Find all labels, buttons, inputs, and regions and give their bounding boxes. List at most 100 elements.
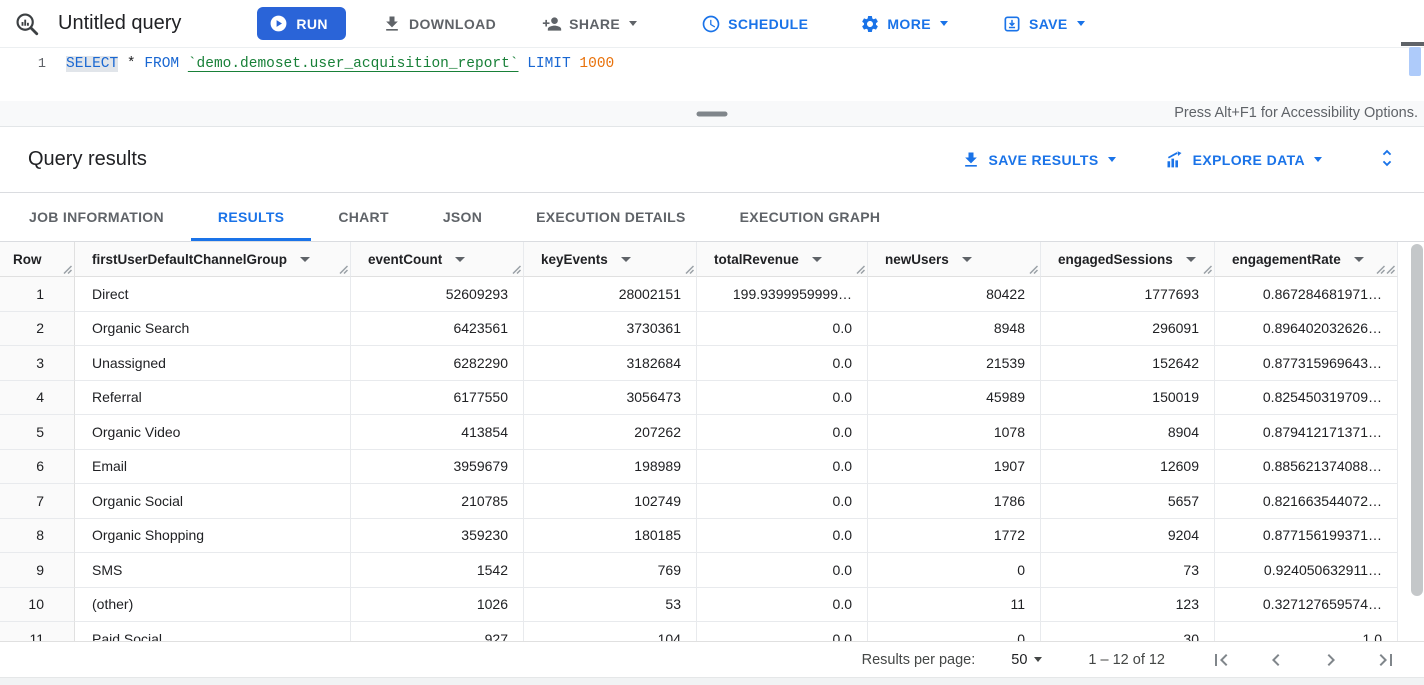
row-number-cell: 10 xyxy=(0,587,75,622)
tab-execution-details[interactable]: EXECUTION DETAILS xyxy=(536,209,686,225)
line-number: 1 xyxy=(37,57,46,72)
column-menu-caret-icon[interactable] xyxy=(1353,256,1364,262)
previous-page-button[interactable] xyxy=(1264,648,1288,672)
query-title[interactable]: Untitled query xyxy=(58,12,182,34)
editor-scrollbar-thumb[interactable] xyxy=(1409,47,1421,76)
cell-totalRevenue: 0.0 xyxy=(697,311,868,346)
sql-token: * xyxy=(126,56,136,72)
cell-eventCount: 210785 xyxy=(351,484,524,519)
cell-engagementRate: 0.821663544072… xyxy=(1215,484,1398,519)
accessibility-hint: Press Alt+F1 for Accessibility Options. xyxy=(1174,105,1418,121)
column-resize-handle-icon[interactable] xyxy=(1376,265,1385,274)
cell-totalRevenue: 0.0 xyxy=(697,587,868,622)
column-resize-handle-icon[interactable] xyxy=(1029,265,1038,274)
column-resize-handle-icon[interactable] xyxy=(685,265,694,274)
drag-handle-icon[interactable] xyxy=(696,111,728,116)
cell-totalRevenue: 0.0 xyxy=(697,484,868,519)
row-number-cell: 5 xyxy=(0,415,75,450)
page-range-label: 1 – 12 of 12 xyxy=(1088,651,1165,668)
cell-firstUserDefaultChannelGroup: (other) xyxy=(75,587,351,622)
sql-code-line[interactable]: SELECT * FROM `demo.demoset.user_acquisi… xyxy=(66,56,614,72)
person-add-icon xyxy=(542,16,562,31)
run-button[interactable]: RUN xyxy=(257,7,346,40)
sql-token xyxy=(519,56,528,72)
grid-header-row: Row firstUserDefaultChannelGroup eventCoun… xyxy=(0,242,1398,277)
column-menu-caret-icon[interactable] xyxy=(455,256,466,262)
column-header-eventCount[interactable]: eventCount xyxy=(351,242,524,277)
table-row: 4 Referral 6177550 3056473 0.0 45989 150019 0.8… xyxy=(0,380,1398,415)
column-resize-handle-icon[interactable] xyxy=(339,265,348,274)
cell-keyEvents: 207262 xyxy=(524,415,697,450)
table-row: 8 Organic Shopping 359230 180185 0.0 1772 9204… xyxy=(0,518,1398,553)
cell-engagedSessions: 8904 xyxy=(1041,415,1215,450)
column-header-row[interactable]: Row xyxy=(0,242,75,277)
column-header-firstUserDefaultChannelGroup[interactable]: firstUserDefaultChannelGroup xyxy=(75,242,351,277)
schedule-button[interactable]: SCHEDULE xyxy=(697,6,812,42)
cell-keyEvents: 180185 xyxy=(524,518,697,553)
cell-engagementRate: 0.896402032626… xyxy=(1215,311,1398,346)
column-resize-handle-icon[interactable] xyxy=(1386,265,1395,274)
editor-scrollbar[interactable] xyxy=(1401,42,1424,95)
table-row: 3 Unassigned 6282290 3182684 0.0 21539 152642 0… xyxy=(0,346,1398,381)
column-menu-caret-icon[interactable] xyxy=(961,256,972,262)
grid-scrollbar[interactable] xyxy=(1411,244,1423,638)
tab-job-information[interactable]: JOB INFORMATION xyxy=(29,209,164,225)
download-button[interactable]: DOWNLOAD xyxy=(378,6,500,42)
column-header-keyEvents[interactable]: keyEvents xyxy=(524,242,697,277)
chevron-right-icon xyxy=(1327,653,1335,666)
column-menu-caret-icon[interactable] xyxy=(300,256,311,262)
column-menu-caret-icon[interactable] xyxy=(620,256,631,262)
next-page-button[interactable] xyxy=(1319,648,1343,672)
column-menu-caret-icon[interactable] xyxy=(1185,256,1196,262)
cell-engagementRate: 0.867284681971… xyxy=(1215,277,1398,312)
column-header-newUsers[interactable]: newUsers xyxy=(868,242,1041,277)
tab-execution-graph[interactable]: EXECUTION GRAPH xyxy=(739,209,881,225)
sql-editor[interactable]: 1 SELECT * FROM `demo.demoset.user_acqui… xyxy=(0,42,1424,101)
cell-eventCount: 927 xyxy=(351,622,524,641)
cell-newUsers: 1772 xyxy=(868,518,1041,553)
explore-data-button[interactable]: EXPLORE DATA xyxy=(1164,149,1322,170)
table-row: 9 SMS 1542 769 0.0 0 73 0.924050632911… xyxy=(0,553,1398,588)
bottom-strip xyxy=(0,677,1424,685)
cell-engagedSessions: 30 xyxy=(1041,622,1215,641)
cell-firstUserDefaultChannelGroup: Referral xyxy=(75,380,351,415)
results-per-page-label: Results per page: xyxy=(861,651,976,668)
column-resize-handle-icon[interactable] xyxy=(856,265,865,274)
column-menu-caret-icon[interactable] xyxy=(811,256,822,262)
gear-icon xyxy=(862,15,879,32)
save-results-button[interactable]: SAVE RESULTS xyxy=(961,150,1116,170)
column-resize-handle-icon[interactable] xyxy=(63,265,72,274)
caret-down-icon xyxy=(629,21,638,26)
cell-newUsers: 11 xyxy=(868,587,1041,622)
cell-newUsers: 1786 xyxy=(868,484,1041,519)
sql-token: 1000 xyxy=(579,56,615,72)
column-header-totalRevenue[interactable]: totalRevenue xyxy=(697,242,868,277)
cell-eventCount: 6423561 xyxy=(351,311,524,346)
column-header-engagedSessions[interactable]: engagedSessions xyxy=(1041,242,1215,277)
cell-keyEvents: 102749 xyxy=(524,484,697,519)
cell-totalRevenue: 0.0 xyxy=(697,415,868,450)
last-page-button[interactable] xyxy=(1374,648,1398,672)
grid-scrollbar-thumb[interactable] xyxy=(1411,244,1423,596)
more-button[interactable]: MORE xyxy=(856,6,952,42)
cell-engagedSessions: 150019 xyxy=(1041,380,1215,415)
tab-json[interactable]: JSON xyxy=(442,209,483,225)
share-button[interactable]: SHARE xyxy=(538,6,641,42)
cell-engagementRate: 1.0 xyxy=(1215,622,1398,641)
tab-chart[interactable]: CHART xyxy=(338,209,389,225)
page-size-select[interactable]: 50 xyxy=(1011,652,1043,668)
cell-newUsers: 21539 xyxy=(868,346,1041,381)
column-resize-handle-icon[interactable] xyxy=(1203,265,1212,274)
tab-results[interactable]: RESULTS xyxy=(190,193,312,241)
cell-newUsers: 1078 xyxy=(868,415,1041,450)
row-number-cell: 4 xyxy=(0,380,75,415)
column-resize-handle-icon[interactable] xyxy=(512,265,521,274)
column-header-engagementRate[interactable]: engagementRate xyxy=(1215,242,1398,277)
pagination-bar: Results per page: 50 1 – 12 of 12 xyxy=(0,641,1424,677)
expand-results-button[interactable] xyxy=(1374,145,1400,174)
row-number-cell: 11 xyxy=(0,622,75,641)
first-page-button[interactable] xyxy=(1209,648,1233,672)
cell-engagementRate: 0.879412171371… xyxy=(1215,415,1398,450)
sql-token: SELECT xyxy=(66,56,119,72)
save-button[interactable]: SAVE xyxy=(998,6,1089,42)
